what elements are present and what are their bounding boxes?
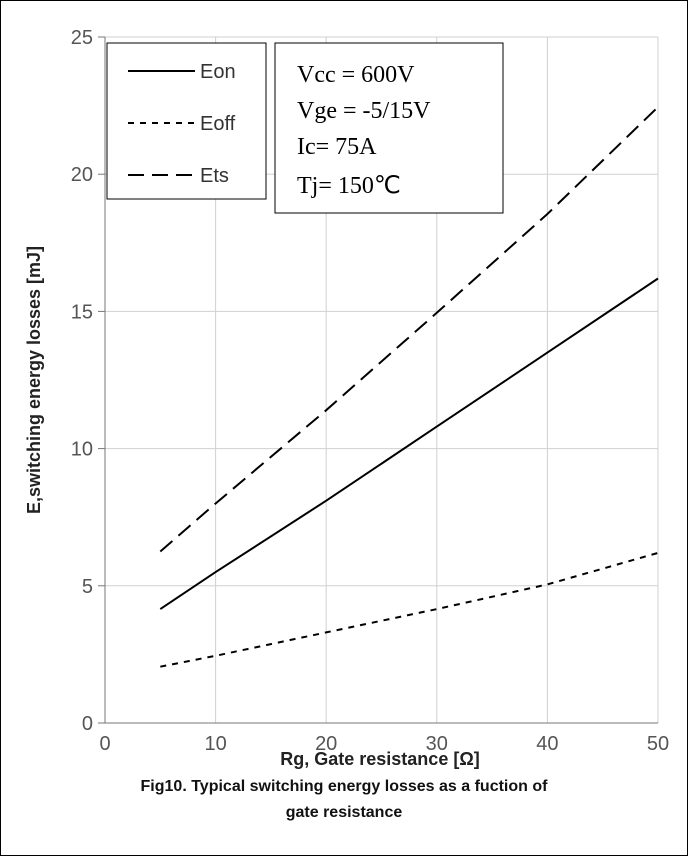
figure-caption: Fig10. Typical switching energy losses a… (0, 774, 688, 826)
condition-ic: Ic= 75A (297, 134, 377, 160)
series-line-ets (159, 106, 659, 553)
y-tick-label: 0 (82, 713, 93, 735)
legend-label-eoff: Eoff (200, 113, 236, 135)
axes (98, 36, 658, 724)
series-lines (159, 106, 659, 668)
x-tick-label: 30 (426, 733, 448, 755)
tick-labels: 0 10 20 30 40 50 0 5 10 15 20 25 (71, 27, 669, 755)
x-tick-label: 40 (536, 733, 558, 755)
legend-label-ets: Ets (200, 165, 229, 187)
x-tick-label: 0 (99, 733, 110, 755)
y-tick-label: 20 (71, 164, 93, 186)
condition-tj: Tj= 150℃ (297, 173, 401, 199)
conditions-border (274, 42, 504, 214)
legend-label-eon: Eon (200, 61, 236, 83)
legend-box (106, 42, 267, 200)
y-axis-title: E,switching energy losses [mJ] (24, 246, 44, 514)
caption-line-1: Fig10. Typical switching energy losses a… (140, 778, 548, 795)
condition-vge: Vge = -5/15V (297, 98, 431, 124)
x-tick-label: 50 (647, 733, 669, 755)
y-tick-label: 5 (82, 576, 93, 598)
condition-vcc: Vcc = 600V (297, 62, 415, 88)
y-tick-label: 25 (71, 27, 93, 49)
x-tick-label: 10 (204, 733, 226, 755)
y-tick-label: 10 (71, 439, 93, 461)
legend: Eon Eoff Ets (106, 42, 267, 200)
series-line-eoff (160, 551, 659, 668)
switching-energy-chart: 0 10 20 30 40 50 0 5 10 15 20 25 Rg, Gate resistanc… (24, 27, 669, 769)
y-tick-label: 15 (71, 301, 93, 323)
caption-line-2: gate resistance (285, 804, 403, 821)
conditions-box: Vcc = 600V Vge = -5/15V Ic= 75A Tj= 150℃ (274, 42, 504, 214)
series-line-eon (159, 277, 659, 610)
x-tick-label: 20 (315, 733, 337, 755)
x-axis-title: Rg, Gate resistance [Ω] (280, 749, 480, 769)
